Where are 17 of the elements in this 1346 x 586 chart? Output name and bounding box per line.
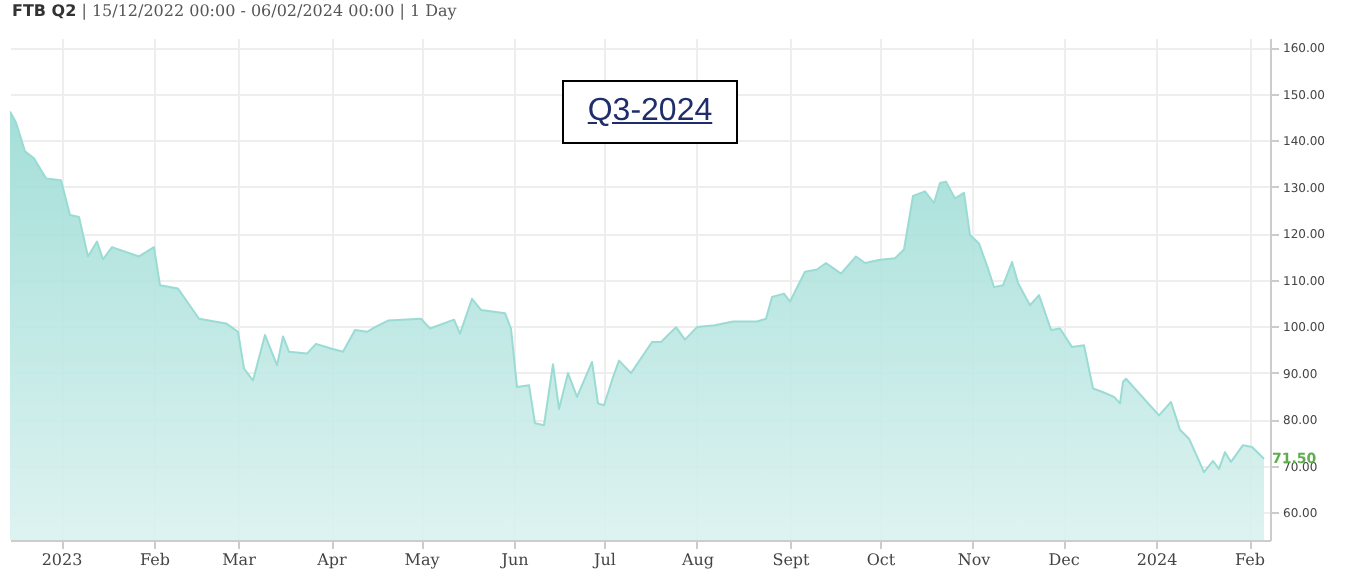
x-tick-label: Mar bbox=[222, 551, 257, 569]
x-tick-label: Feb bbox=[140, 551, 170, 569]
x-tick-label: 2023 bbox=[41, 551, 83, 569]
x-tick-label: Dec bbox=[1048, 551, 1081, 569]
x-tick-label: Nov bbox=[957, 551, 992, 569]
x-tick-label: Jun bbox=[499, 551, 529, 569]
x-tick-label: Sept bbox=[772, 551, 812, 569]
x-tick-label: 2024 bbox=[1136, 551, 1178, 569]
chart-subtitle: | 15/12/2022 00:00 - 06/02/2024 00:00 | 1 Day bbox=[81, 2, 457, 20]
x-tick-label: May bbox=[404, 551, 441, 569]
annotation: Q3-2024 bbox=[562, 80, 738, 144]
x-tick-label: Oct bbox=[866, 551, 897, 569]
x-tick-label: Jul bbox=[592, 551, 617, 569]
chart-title: FTB Q2 bbox=[12, 2, 77, 20]
x-tick-label: Apr bbox=[315, 551, 348, 569]
x-tick-label: Feb bbox=[1235, 551, 1265, 569]
x-tick-label: Aug bbox=[679, 551, 715, 569]
